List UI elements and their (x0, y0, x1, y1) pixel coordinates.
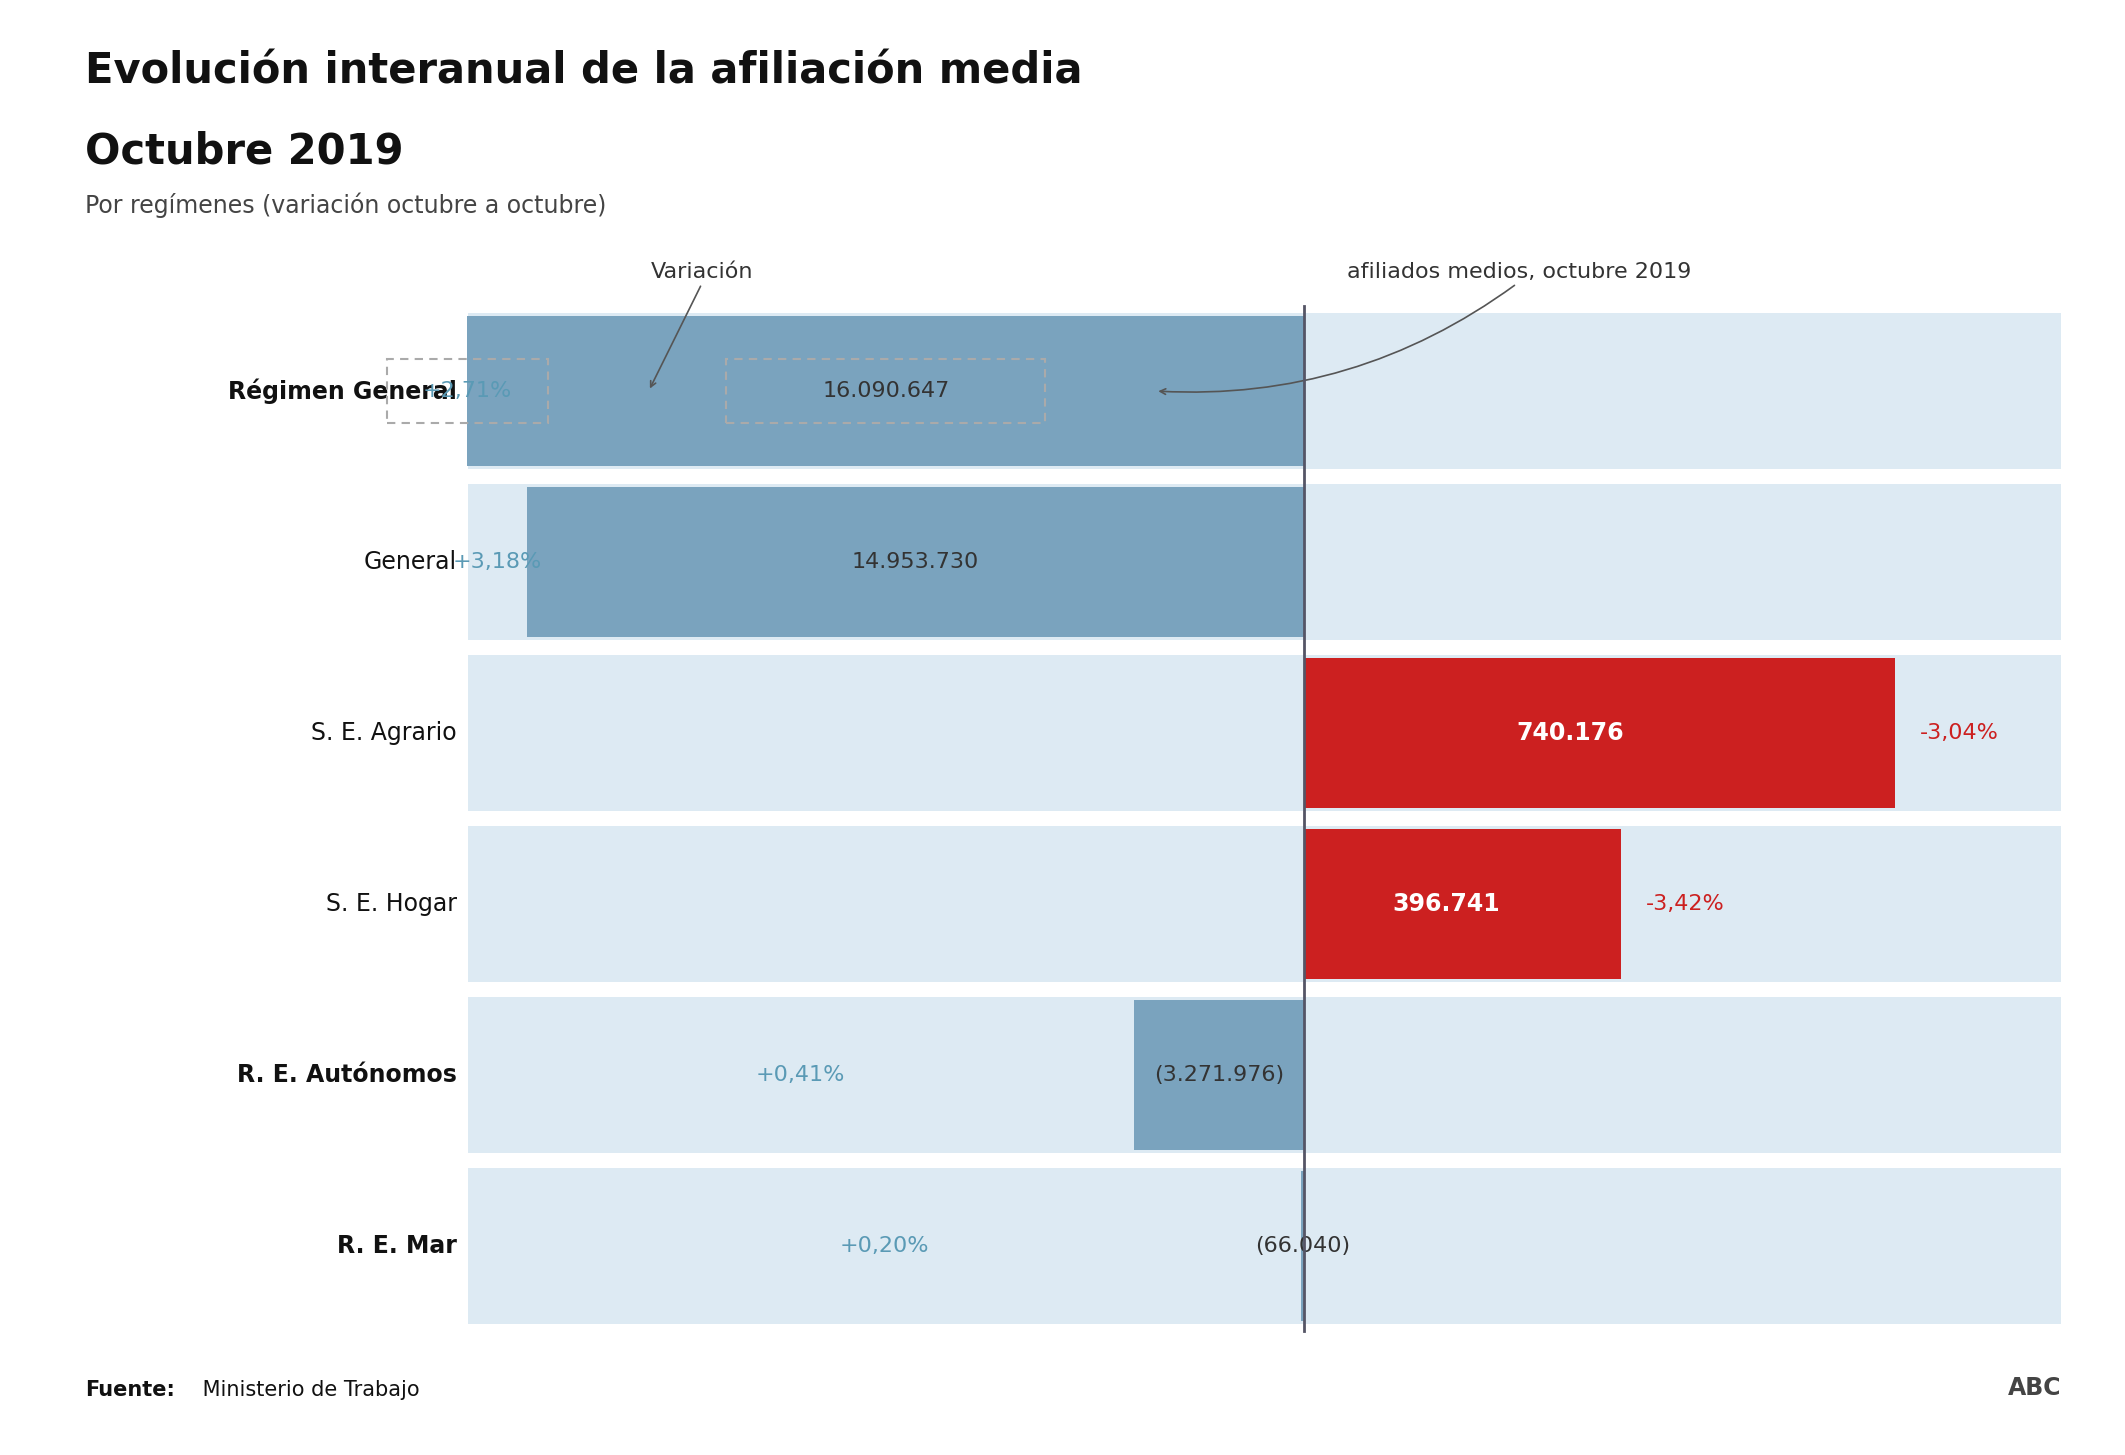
Text: 396.741: 396.741 (1392, 892, 1500, 915)
Bar (527, 486, 1305, 637)
Text: +0,41%: +0,41% (756, 1065, 846, 1085)
Bar (468, 316, 1305, 466)
Text: R. E. Mar: R. E. Mar (338, 1234, 457, 1257)
Bar (468, 1167, 2061, 1324)
Bar (468, 483, 2061, 640)
Text: Ministerio de Trabajo: Ministerio de Trabajo (196, 1379, 419, 1400)
Text: 16.090.647: 16.090.647 (822, 381, 950, 402)
Text: -3,42%: -3,42% (1647, 893, 1726, 914)
Text: General: General (363, 550, 457, 573)
Text: R. E. Autónomos: R. E. Autónomos (238, 1064, 457, 1087)
Text: (3.271.976): (3.271.976) (1154, 1065, 1284, 1085)
Text: Evolución interanual de la afiliación media: Evolución interanual de la afiliación me… (85, 51, 1082, 93)
Text: Fuente:: Fuente: (85, 1379, 174, 1400)
Text: 14.953.730: 14.953.730 (852, 551, 980, 572)
Text: (66.040): (66.040) (1256, 1235, 1349, 1256)
Text: 740.176: 740.176 (1515, 722, 1624, 745)
Bar (468, 313, 2061, 469)
Text: ABC: ABC (2008, 1376, 2061, 1400)
Bar (1305, 658, 1896, 808)
Bar (468, 655, 2061, 810)
Bar (1305, 828, 1621, 979)
Bar (1300, 1170, 1305, 1321)
Bar (468, 826, 2061, 982)
Text: -3,04%: -3,04% (1921, 723, 2000, 744)
Text: S. E. Agrario: S. E. Agrario (310, 722, 457, 745)
Text: Octubre 2019: Octubre 2019 (85, 131, 404, 173)
Text: +3,18%: +3,18% (453, 551, 542, 572)
Text: Régimen General: Régimen General (227, 378, 457, 404)
Text: afiliados medios, octubre 2019: afiliados medios, octubre 2019 (1347, 262, 1692, 282)
Text: Por regímenes (variación octubre a octubre): Por regímenes (variación octubre a octub… (85, 192, 606, 218)
Text: S. E. Hogar: S. E. Hogar (325, 892, 457, 915)
Text: Variación: Variación (650, 262, 752, 282)
Bar (468, 997, 2061, 1152)
Text: +0,20%: +0,20% (839, 1235, 929, 1256)
Text: +2,71%: +2,71% (423, 381, 512, 402)
Bar (1135, 1000, 1305, 1149)
